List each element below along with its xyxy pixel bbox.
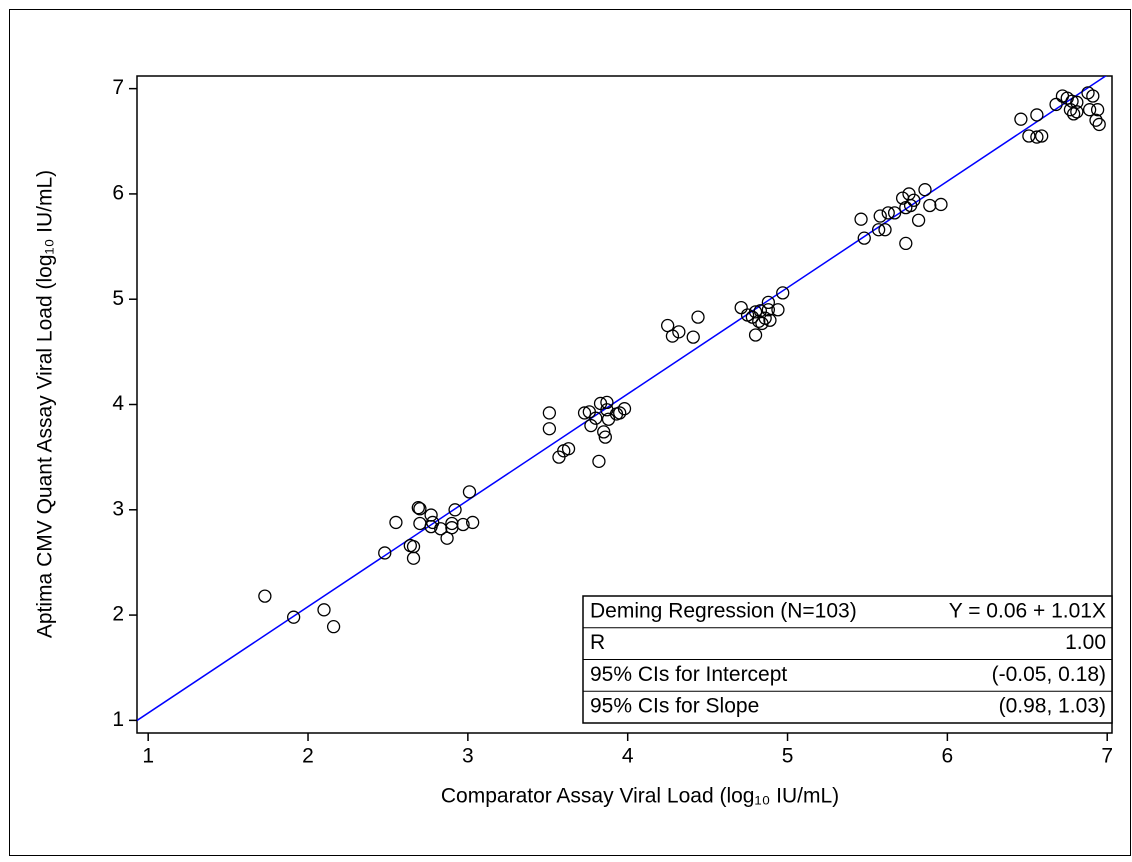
point	[462, 485, 477, 499]
point	[672, 325, 686, 339]
point	[748, 328, 763, 342]
point	[389, 515, 403, 530]
x-tick-label: 1	[142, 745, 154, 768]
point	[258, 589, 272, 603]
point	[686, 330, 700, 344]
point	[1014, 112, 1028, 126]
table-cell: 95% CIs for Intercept	[590, 663, 787, 686]
point	[761, 295, 776, 310]
point	[691, 310, 705, 324]
point	[589, 411, 603, 425]
point	[577, 406, 592, 420]
point	[871, 223, 886, 237]
point	[406, 539, 421, 554]
y-tick-label: 7	[112, 76, 124, 99]
point	[598, 430, 612, 444]
point	[411, 501, 425, 515]
plot-layer	[137, 76, 1107, 722]
point	[857, 231, 871, 245]
point	[413, 516, 427, 531]
point	[445, 516, 459, 531]
point	[923, 198, 937, 213]
y-tick-label: 6	[112, 181, 124, 204]
x-tick-label: 5	[782, 745, 794, 768]
table-cell: 1.00	[1065, 631, 1106, 654]
point	[542, 406, 557, 420]
point	[776, 286, 790, 300]
point	[911, 213, 926, 227]
point	[456, 517, 470, 532]
point	[881, 206, 895, 220]
point	[873, 209, 887, 223]
point	[424, 519, 438, 534]
y-tick-label: 2	[112, 603, 124, 626]
point	[761, 303, 776, 317]
point	[1092, 117, 1106, 132]
table-cell: (-0.05, 0.18)	[992, 663, 1106, 686]
point	[378, 546, 392, 560]
point	[434, 522, 448, 536]
x-tick-label: 7	[1101, 745, 1113, 768]
y-tick-label: 4	[112, 392, 124, 415]
x-tick-label: 6	[942, 745, 954, 768]
point	[854, 212, 868, 226]
point	[466, 515, 480, 530]
point	[907, 193, 921, 207]
point	[1063, 103, 1078, 117]
point	[600, 395, 614, 410]
point	[1030, 130, 1044, 144]
point	[286, 610, 301, 624]
point	[613, 406, 627, 420]
y-tick-label: 1	[112, 708, 124, 731]
point	[918, 183, 932, 197]
point	[406, 551, 421, 565]
table-cell: R	[590, 631, 605, 654]
point	[597, 425, 611, 439]
point	[748, 305, 763, 319]
point	[1030, 108, 1044, 122]
point	[753, 304, 768, 318]
point	[734, 300, 748, 315]
y-tick-label: 3	[112, 497, 124, 520]
point	[878, 223, 892, 237]
table-cell: Deming Regression (N=103)	[590, 599, 857, 622]
regression-line	[137, 76, 1107, 722]
point	[1090, 103, 1105, 117]
point	[771, 303, 785, 317]
point	[592, 454, 606, 469]
table-cell: Y = 0.06 + 1.01X	[949, 599, 1106, 622]
x-tick-label: 4	[622, 745, 634, 768]
point	[1070, 105, 1084, 119]
point	[1049, 97, 1063, 112]
y-tick-label: 5	[112, 287, 124, 310]
point	[326, 620, 341, 634]
point	[1082, 103, 1097, 117]
point	[584, 418, 598, 433]
point	[934, 197, 948, 212]
point	[899, 236, 913, 251]
point	[1086, 89, 1100, 103]
point	[1070, 95, 1084, 109]
table-cell: 95% CIs for Slope	[590, 695, 759, 718]
frame	[9, 9, 1131, 856]
point	[413, 502, 427, 516]
x-tick-label: 2	[302, 745, 314, 768]
point	[561, 442, 576, 456]
point	[752, 314, 766, 328]
x-tick-label: 3	[462, 745, 474, 768]
point	[1022, 129, 1036, 143]
point	[317, 603, 331, 617]
y-axis-label: Aptima CMV Quant Assay Viral Load (log₁₀…	[34, 170, 57, 638]
point	[1035, 129, 1049, 143]
point	[763, 313, 777, 327]
x-axis-label: Comparator Assay Viral Load (log₁₀ IU/mL…	[441, 785, 839, 808]
point	[887, 206, 902, 220]
point	[542, 422, 557, 436]
point	[617, 402, 632, 416]
point	[1089, 113, 1103, 127]
point	[448, 503, 462, 517]
table-cell: (0.98, 1.03)	[999, 695, 1106, 718]
